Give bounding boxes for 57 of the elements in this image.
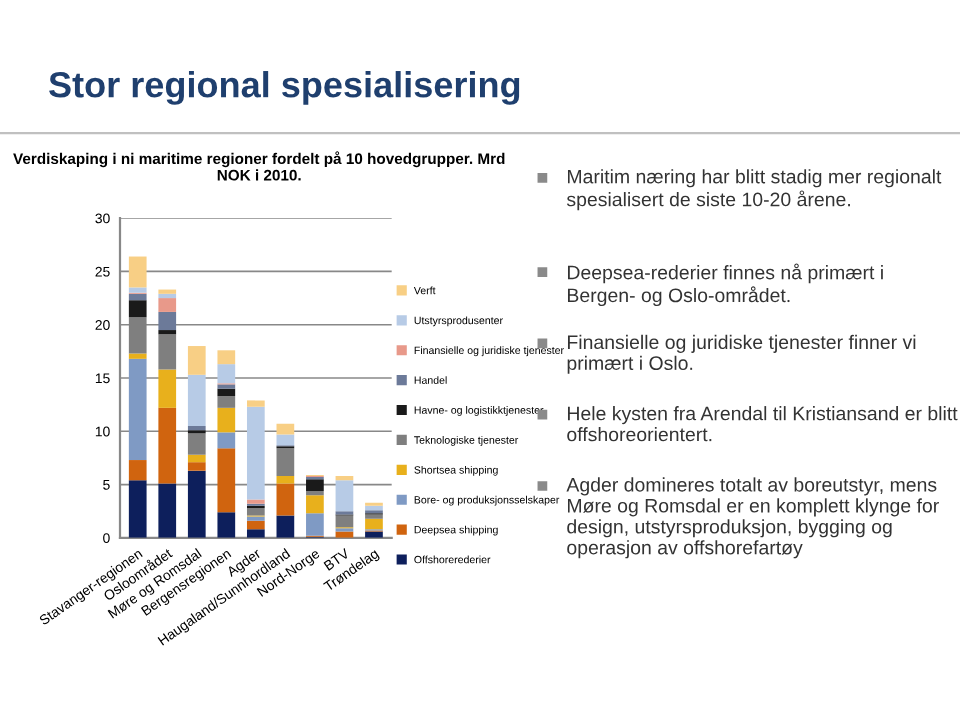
bar [128, 287, 147, 293]
bar [365, 505, 383, 511]
bar [306, 490, 324, 496]
bar [217, 364, 236, 384]
bar [158, 311, 177, 331]
bar [187, 374, 206, 426]
text: Deepsea-rederier finnes nå primært i Bergen- og Oslo-området. [568, 263, 883, 307]
bar [128, 353, 147, 359]
bar [187, 425, 206, 431]
bar [335, 531, 354, 538]
bar [187, 346, 206, 375]
bar [276, 434, 295, 446]
bar [276, 515, 295, 538]
bar [158, 407, 177, 484]
bar [128, 460, 147, 481]
bar [276, 423, 295, 435]
bar [246, 508, 265, 516]
text: Hele kysten fra Arendal til Kristiansand er blitt offshoreorientert. [567, 406, 958, 442]
bar [128, 293, 147, 301]
bar [217, 512, 236, 538]
bar [158, 369, 177, 408]
bar [335, 515, 354, 528]
bar [158, 334, 177, 370]
bar [128, 358, 147, 461]
bar [246, 406, 265, 500]
bar [187, 462, 206, 471]
bar [246, 400, 265, 407]
bar [246, 520, 265, 530]
bar [158, 483, 177, 538]
bar [217, 350, 236, 365]
bar [217, 432, 236, 449]
bar [276, 476, 295, 484]
text: Finansielle og juridiske tjenester finner vi primært i Oslo. [567, 334, 916, 374]
bar [217, 396, 236, 408]
bar [187, 433, 206, 455]
bar [128, 480, 147, 538]
bar [306, 479, 324, 491]
chart-title: Stor regional spesialisering [49, 71, 520, 105]
bar [335, 480, 354, 512]
text: Agder domineres totalt av boreutstyr, mens Møre og Romsdal er en komplett klynge for design, utstyrsproduksjon, bygging og operasjon av offshorefartøy [566, 477, 939, 559]
bar [276, 448, 295, 477]
bar [128, 300, 147, 318]
bar [187, 454, 206, 463]
bar [306, 513, 324, 536]
bar [365, 518, 383, 530]
bar [217, 388, 236, 397]
bar [217, 448, 236, 513]
bar [158, 293, 177, 299]
bar [276, 483, 295, 516]
bar [217, 407, 236, 433]
bar [187, 470, 206, 538]
bar [128, 256, 147, 288]
bar [306, 495, 324, 514]
bar [158, 298, 177, 312]
bar [365, 531, 383, 538]
bar [246, 529, 265, 538]
text: Maritim næring har blitt stadig mer regionalt spesialisert de siste 10-20 årene. [566, 169, 942, 211]
